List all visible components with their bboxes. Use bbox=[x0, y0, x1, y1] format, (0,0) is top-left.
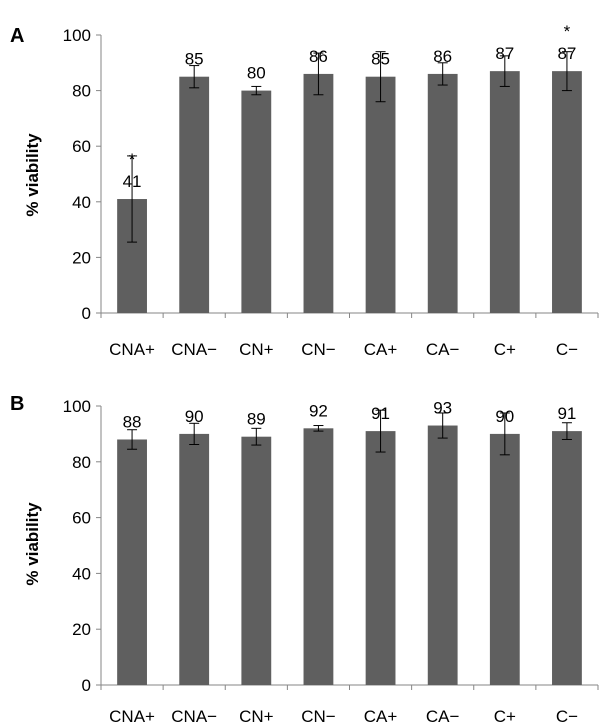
category-label: CNA− bbox=[171, 707, 217, 725]
category-label: CN− bbox=[301, 707, 336, 725]
category-label: C+ bbox=[494, 340, 516, 359]
bar bbox=[365, 76, 396, 313]
y-tick-label: 60 bbox=[72, 509, 91, 528]
category-label: CN+ bbox=[239, 340, 274, 359]
data-label: 89 bbox=[247, 410, 266, 429]
bar bbox=[179, 76, 210, 313]
panel-b: B % viability 0 20 40 60 80 100 88 CNA+ 90 CNA− 89… bbox=[10, 393, 599, 725]
category-label: CA+ bbox=[364, 340, 398, 359]
y-axis-label: % viability bbox=[23, 502, 42, 586]
bar bbox=[489, 433, 520, 685]
bar bbox=[489, 71, 520, 313]
data-label: 86 bbox=[433, 47, 452, 66]
bar bbox=[427, 73, 458, 313]
data-label: 90 bbox=[185, 407, 204, 426]
category-label: C− bbox=[556, 340, 578, 359]
bar bbox=[241, 90, 272, 313]
data-label: 93 bbox=[433, 399, 452, 418]
bar bbox=[552, 431, 582, 685]
category-label: CA− bbox=[426, 707, 460, 725]
y-tick-label: 100 bbox=[63, 26, 91, 45]
category-label: CNA+ bbox=[109, 707, 155, 725]
y-tick-label: 80 bbox=[72, 453, 91, 472]
bar bbox=[552, 71, 582, 313]
y-tick-label: 80 bbox=[72, 82, 91, 101]
panel-a: A % viability 0 20 40 60 80 100 41 * CNA+ 85 CNA− 8… bbox=[10, 22, 599, 359]
y-tick-label: 40 bbox=[72, 193, 91, 212]
bar bbox=[117, 439, 147, 685]
category-label: CNA+ bbox=[109, 340, 155, 359]
y-tick-label: 20 bbox=[72, 620, 91, 639]
y-tick-label: 40 bbox=[72, 564, 91, 583]
significance-marker: * bbox=[129, 150, 136, 169]
bar bbox=[427, 425, 458, 685]
data-label: 80 bbox=[247, 64, 266, 83]
data-label: 88 bbox=[123, 412, 142, 431]
category-label: CA− bbox=[426, 340, 460, 359]
data-label: 90 bbox=[495, 407, 514, 426]
data-label: 91 bbox=[371, 404, 390, 423]
data-label: 92 bbox=[309, 401, 328, 420]
bar bbox=[179, 433, 210, 685]
category-label: CN− bbox=[301, 340, 336, 359]
bar bbox=[365, 431, 396, 685]
category-label: C− bbox=[556, 707, 578, 725]
bar bbox=[303, 428, 334, 685]
y-tick-label: 20 bbox=[72, 248, 91, 267]
data-label: 85 bbox=[185, 50, 204, 69]
y-tick-label: 0 bbox=[82, 304, 91, 323]
y-tick-label: 60 bbox=[72, 137, 91, 156]
data-label: 91 bbox=[557, 404, 576, 423]
data-label: 87 bbox=[557, 44, 576, 63]
category-label: CN+ bbox=[239, 707, 274, 725]
category-label: CNA− bbox=[171, 340, 217, 359]
panel-label: B bbox=[10, 393, 24, 415]
panel-label: A bbox=[10, 25, 24, 47]
category-label: CA+ bbox=[364, 707, 398, 725]
data-label: 85 bbox=[371, 50, 390, 69]
y-tick-label: 0 bbox=[82, 676, 91, 695]
bar bbox=[241, 436, 272, 685]
bar bbox=[303, 73, 334, 313]
y-axis-label: % viability bbox=[23, 133, 42, 217]
data-label: 87 bbox=[495, 44, 514, 63]
category-label: C+ bbox=[494, 707, 516, 725]
y-tick-label: 100 bbox=[63, 397, 91, 416]
data-label: 86 bbox=[309, 47, 328, 66]
significance-marker: * bbox=[564, 22, 571, 41]
data-label: 41 bbox=[123, 172, 142, 191]
